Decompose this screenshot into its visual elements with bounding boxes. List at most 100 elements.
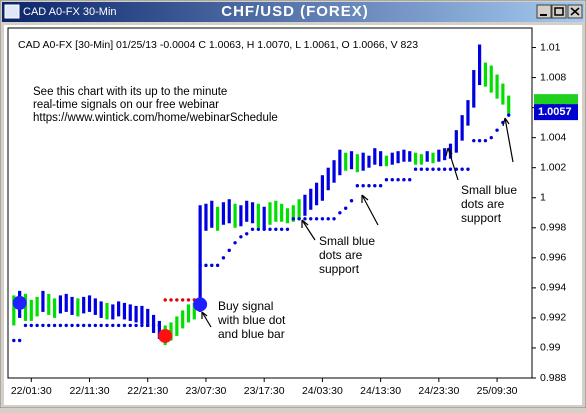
signal-dot bbox=[81, 323, 86, 328]
signal-dot bbox=[448, 167, 453, 171]
note-line: See this chart with its up to the minute bbox=[33, 86, 227, 98]
price-bar bbox=[47, 293, 51, 315]
arrow bbox=[301, 219, 316, 241]
price-bar bbox=[507, 95, 511, 114]
price-bar bbox=[76, 298, 80, 317]
signal-dot bbox=[198, 263, 202, 268]
y-tick-label: 0.988 bbox=[540, 372, 566, 384]
annotation-text: dots are bbox=[319, 248, 363, 262]
price-bar bbox=[111, 304, 115, 320]
price-bar bbox=[297, 199, 301, 219]
signal-dot bbox=[343, 206, 348, 210]
price-bar bbox=[239, 205, 243, 227]
signal-dot bbox=[402, 178, 406, 182]
signal-dot bbox=[495, 128, 499, 132]
signal-dot bbox=[256, 227, 261, 231]
price-bar bbox=[274, 200, 278, 222]
window-controls[interactable] bbox=[536, 4, 583, 19]
note-line: https://www.wintick.com/home/webinarSche… bbox=[33, 112, 278, 124]
price-bar bbox=[379, 151, 383, 167]
signal-dot bbox=[285, 227, 290, 231]
last-price-label: 1.0057 bbox=[538, 106, 572, 118]
signal-dot bbox=[442, 167, 447, 171]
price-bar bbox=[437, 149, 441, 162]
price-bar bbox=[309, 188, 313, 210]
signal-dot bbox=[396, 178, 400, 182]
signal-dot bbox=[268, 227, 272, 231]
signal-dot bbox=[373, 184, 377, 188]
x-tick-label: 25/09:30 bbox=[477, 385, 518, 397]
signal-dot bbox=[128, 323, 132, 328]
price-bar bbox=[23, 293, 28, 321]
price-bar bbox=[245, 200, 249, 222]
note-line: real-time signals on our free webinar bbox=[33, 99, 219, 111]
signal-dot bbox=[314, 217, 319, 221]
price-bar bbox=[402, 149, 406, 162]
signal-dot bbox=[431, 167, 435, 171]
price-bar bbox=[431, 152, 435, 164]
signal-dot bbox=[52, 323, 57, 328]
y-tick-label: 1 bbox=[540, 192, 546, 204]
signal-marker bbox=[193, 297, 208, 312]
price-flag bbox=[534, 94, 578, 105]
y-tick-label: 1.002 bbox=[540, 161, 566, 173]
minimize-button[interactable] bbox=[536, 4, 552, 19]
price-bar bbox=[466, 100, 470, 126]
price-bar bbox=[396, 151, 400, 164]
price-bar bbox=[221, 202, 226, 225]
signal-dot bbox=[309, 217, 313, 221]
signal-dot bbox=[47, 323, 51, 328]
signal-dot bbox=[215, 263, 220, 268]
price-bar bbox=[280, 203, 284, 222]
window-caption: CAD A0-FX 30-Min bbox=[23, 6, 117, 18]
window-icon bbox=[4, 4, 20, 19]
last-price-box bbox=[534, 104, 578, 121]
y-tick-label: 0.998 bbox=[540, 222, 566, 234]
price-bar bbox=[256, 203, 260, 228]
price-bar bbox=[52, 298, 57, 318]
signal-marker bbox=[12, 295, 27, 310]
signal-dot bbox=[93, 323, 98, 328]
y-tick-label: 1.004 bbox=[540, 131, 566, 143]
signal-dot bbox=[262, 227, 266, 231]
signal-dot bbox=[146, 323, 150, 328]
price-bar bbox=[64, 293, 68, 312]
signal-dot bbox=[466, 167, 470, 171]
signal-dot bbox=[233, 241, 237, 245]
annotation-text: Buy signal bbox=[218, 299, 273, 313]
price-bar bbox=[338, 149, 342, 176]
signal-dot bbox=[17, 338, 22, 343]
signal-dot bbox=[227, 248, 231, 253]
signal-dot bbox=[408, 178, 412, 182]
price-bar bbox=[384, 155, 389, 167]
signal-dot bbox=[507, 113, 511, 117]
signal-dot bbox=[29, 323, 33, 328]
price-bar bbox=[204, 203, 208, 231]
signal-dot bbox=[99, 323, 103, 328]
signal-dot bbox=[291, 217, 295, 221]
price-bar bbox=[367, 155, 371, 168]
price-bar bbox=[233, 203, 237, 228]
price-bar bbox=[99, 301, 103, 318]
price-bar bbox=[303, 194, 307, 216]
signal-dot bbox=[297, 217, 301, 221]
signal-marker bbox=[158, 328, 173, 343]
signal-dot bbox=[338, 211, 342, 215]
annotation-text: with blue dot bbox=[217, 313, 286, 327]
signal-dot bbox=[250, 227, 255, 231]
price-bar bbox=[41, 290, 45, 312]
signal-dot bbox=[378, 184, 383, 188]
signal-dot bbox=[76, 323, 80, 328]
price-bar bbox=[373, 148, 377, 165]
maximize-button[interactable] bbox=[551, 4, 567, 19]
signal-dot bbox=[477, 138, 482, 143]
signal-dot bbox=[332, 217, 336, 221]
price-bar bbox=[82, 296, 86, 314]
maximize-glyph bbox=[554, 7, 564, 16]
signal-dot bbox=[58, 323, 63, 328]
signal-dot bbox=[361, 184, 365, 188]
signal-dot bbox=[111, 323, 115, 328]
signal-dot bbox=[163, 298, 167, 302]
